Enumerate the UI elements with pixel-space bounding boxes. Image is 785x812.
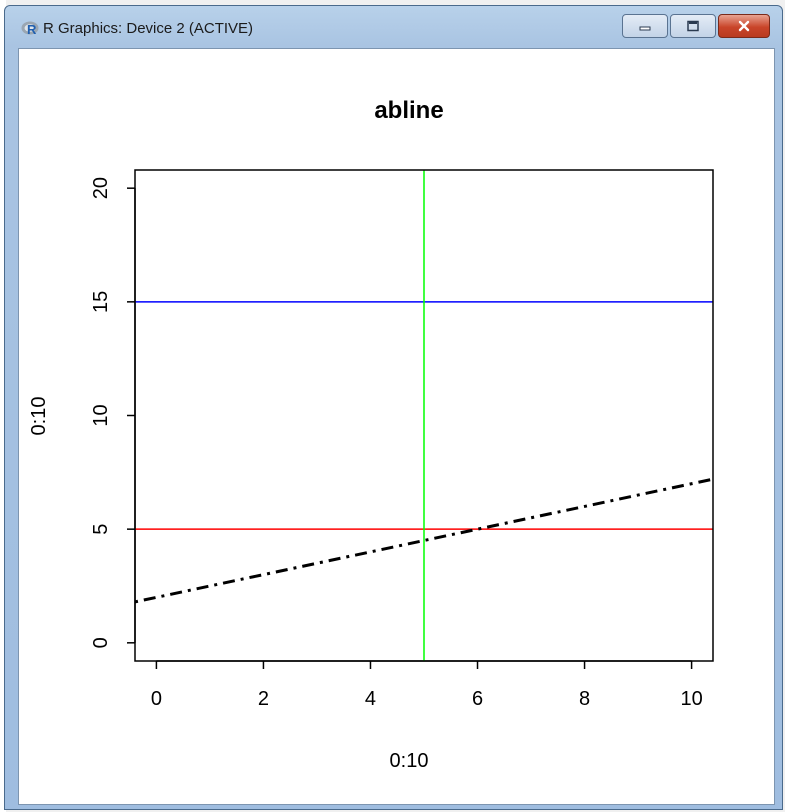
plot-box bbox=[134, 169, 714, 662]
plot-area: abline 0:10 0:10 0 2 4 6 8 10 0 5 10 15 20 bbox=[18, 48, 775, 805]
r-logo-icon: R bbox=[21, 21, 39, 36]
x-tick-label: 2 bbox=[258, 688, 269, 710]
x-tick-label: 6 bbox=[472, 688, 483, 710]
y-tick-label: 20 bbox=[90, 177, 112, 199]
y-tick-label: 0 bbox=[90, 637, 112, 648]
x-axis-label: 0:10 bbox=[390, 750, 429, 772]
maximize-button[interactable] bbox=[670, 14, 716, 38]
minimize-icon bbox=[639, 26, 651, 31]
x-tick-label: 8 bbox=[579, 688, 590, 710]
close-icon bbox=[738, 20, 750, 32]
x-tick-label: 10 bbox=[680, 688, 702, 710]
x-tick-label: 0 bbox=[151, 688, 162, 710]
y-tick-label: 10 bbox=[90, 404, 112, 426]
svg-text:R: R bbox=[27, 22, 37, 36]
r-graphics-window[interactable]: R R Graphics: Device 2 (ACTIVE) bbox=[4, 5, 783, 810]
y-axis-label: 0:10 bbox=[28, 397, 50, 436]
close-button[interactable] bbox=[718, 14, 770, 38]
chart-title: abline bbox=[374, 97, 443, 124]
minimize-button[interactable] bbox=[622, 14, 668, 38]
chart: abline 0:10 0:10 0 2 4 6 8 10 0 5 10 15 20 bbox=[28, 97, 714, 772]
y-tick-label: 5 bbox=[90, 524, 112, 535]
window-title: R Graphics: Device 2 (ACTIVE) bbox=[43, 20, 254, 37]
abline-slope bbox=[135, 477, 713, 604]
y-tick-label: 15 bbox=[90, 291, 112, 313]
title-bar[interactable]: R R Graphics: Device 2 (ACTIVE) bbox=[5, 6, 782, 48]
background-window-edge bbox=[0, 0, 6, 812]
maximize-icon bbox=[687, 20, 699, 32]
x-tick-label: 4 bbox=[365, 688, 376, 710]
